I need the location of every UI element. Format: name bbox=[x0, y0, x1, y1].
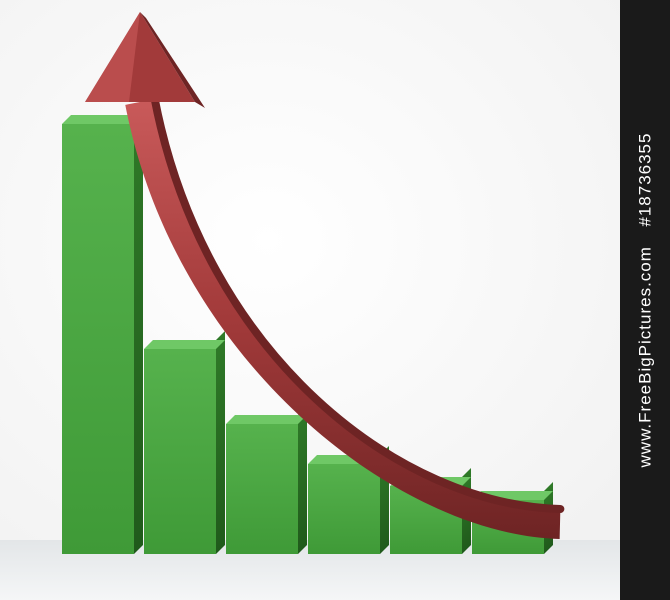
bar-1 bbox=[62, 115, 134, 554]
watermark-label: www.FreeBigPictures.com #18736355 bbox=[635, 133, 655, 468]
watermark-strip: www.FreeBigPictures.com #18736355 bbox=[620, 0, 670, 600]
bar-2 bbox=[144, 340, 216, 554]
bar-6 bbox=[472, 491, 544, 554]
bar-4 bbox=[308, 455, 380, 554]
bar-3 bbox=[226, 415, 298, 554]
watermark-brand: www.FreeBigPictures.com bbox=[635, 246, 654, 467]
bar-5 bbox=[390, 477, 462, 554]
bar-series bbox=[0, 0, 620, 600]
watermark-image-id: #18736355 bbox=[635, 133, 654, 227]
stage: www.FreeBigPictures.com #18736355 bbox=[0, 0, 670, 600]
chart-area bbox=[0, 0, 620, 600]
